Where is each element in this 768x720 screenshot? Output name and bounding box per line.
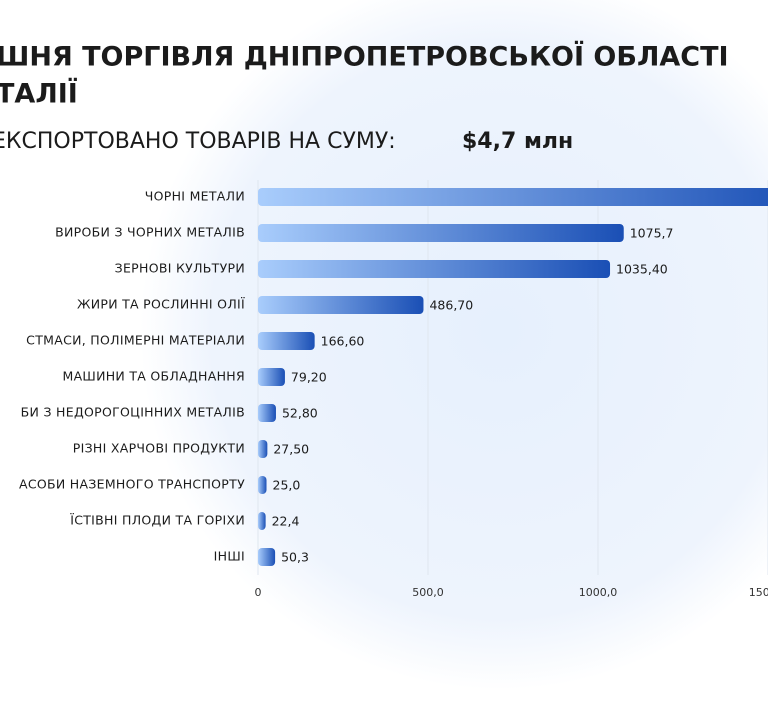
bar xyxy=(258,296,424,314)
background-circle xyxy=(140,0,768,690)
bar xyxy=(258,404,276,422)
value-label: 79,20 xyxy=(291,370,327,385)
value-label: 1035,40 xyxy=(616,262,668,277)
x-tick-label: 1500,0 xyxy=(749,586,768,599)
category-label: ІНШІ xyxy=(214,549,245,564)
category-label: ЖИРИ ТА РОСЛИННІ ОЛІЇ xyxy=(77,297,245,312)
x-tick-label: 0 xyxy=(255,586,262,599)
bar xyxy=(258,224,624,242)
value-label: 1075,7 xyxy=(630,226,674,241)
value-label: 25,0 xyxy=(273,478,301,493)
subtitle: ЕКСПОРТОВАНО ТОВАРІВ НА СУМУ: xyxy=(0,129,396,154)
category-label: СТМАСИ, ПОЛІМЕРНІ МАТЕРІАЛИ xyxy=(26,333,245,348)
category-label: АСОБИ НАЗЕМНОГО ТРАНСПОРТУ xyxy=(19,477,245,492)
category-label: МАШИНИ ТА ОБЛАДНАННЯ xyxy=(62,369,245,384)
value-label: 50,3 xyxy=(281,550,309,565)
value-label: 27,50 xyxy=(273,442,309,457)
category-label: ЇСТІВНІ ПЛОДИ ТА ГОРІХИ xyxy=(70,513,245,528)
value-label: 486,70 xyxy=(429,298,473,313)
bar xyxy=(258,512,266,530)
category-label: ВИРОБИ З ЧОРНИХ МЕТАЛІВ xyxy=(55,225,245,240)
chart-title: ШНЯ ТОРГІВЛЯ ДНІПРОПЕТРОВСЬКОЇ ОБЛАСТІ xyxy=(0,41,729,73)
bar xyxy=(258,188,768,206)
x-tick-label: 500,0 xyxy=(412,586,444,599)
chart-title: ТАЛІЇ xyxy=(0,78,78,110)
bar xyxy=(258,440,268,458)
category-label: ЗЕРНОВІ КУЛЬТУРИ xyxy=(115,261,245,276)
bar xyxy=(258,332,315,350)
value-label: 22,4 xyxy=(272,514,300,529)
bar xyxy=(258,548,276,566)
total: $4,7 млн xyxy=(462,129,573,154)
bar xyxy=(258,260,611,278)
category-label: РІЗНІ ХАРЧОВІ ПРОДУКТИ xyxy=(73,441,245,456)
bar xyxy=(258,368,285,386)
category-label: ЧОРНІ МЕТАЛИ xyxy=(145,189,245,204)
x-tick-label: 1000,0 xyxy=(579,586,618,599)
category-label: БИ З НЕДОРОГОЦІННИХ МЕТАЛІВ xyxy=(21,405,245,420)
bar xyxy=(258,476,267,494)
value-label: 52,80 xyxy=(282,406,318,421)
value-label: 166,60 xyxy=(321,334,365,349)
